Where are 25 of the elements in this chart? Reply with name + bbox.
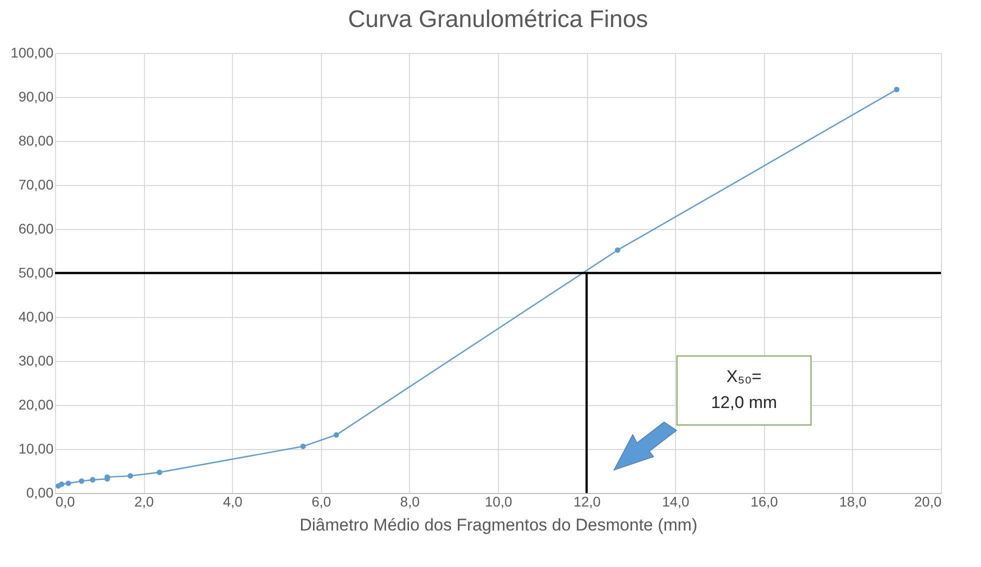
x-tick-label: 10,0 (484, 494, 512, 510)
y-tick-label: 70,00 (18, 176, 54, 192)
y-tick-label: 0,00 (26, 484, 54, 500)
x-tick-label: 6,0 (312, 494, 332, 510)
y-tick-label: 10,00 (18, 440, 54, 456)
chart-title: Curva Granulométrica Finos (348, 6, 648, 33)
x-tick-label: 0,0 (56, 494, 76, 510)
x-tick-label: 16,0 (750, 494, 778, 510)
x-tick-label: 12,0 (573, 494, 601, 510)
x-tick-label: 4,0 (222, 494, 243, 510)
annotation: X₅₀= 12,0 mm (710, 367, 778, 412)
x-tick-label: 18,0 (839, 494, 867, 510)
y-tick-label: 30,00 (18, 352, 54, 368)
x-axis-title: Diâmetro Médio dos Fragmentos do Desmonte (mm) (300, 516, 698, 534)
y-tick-label: 60,00 (18, 220, 54, 236)
x-tick-label: 8,0 (400, 494, 420, 510)
x-tick-label: 2,0 (134, 494, 154, 510)
y-tick-label: 100,00 (10, 44, 54, 60)
x-tick-label: 20,0 (914, 494, 942, 510)
x-tick-label: 14,0 (662, 494, 690, 510)
y-tick-label: 90,00 (18, 88, 54, 104)
y-tick-label: 20,00 (18, 396, 54, 412)
y-tick-label: 80,00 (18, 132, 54, 148)
y-tick-label: 50,00 (18, 264, 54, 280)
y-tick-label: 40,00 (18, 308, 54, 324)
